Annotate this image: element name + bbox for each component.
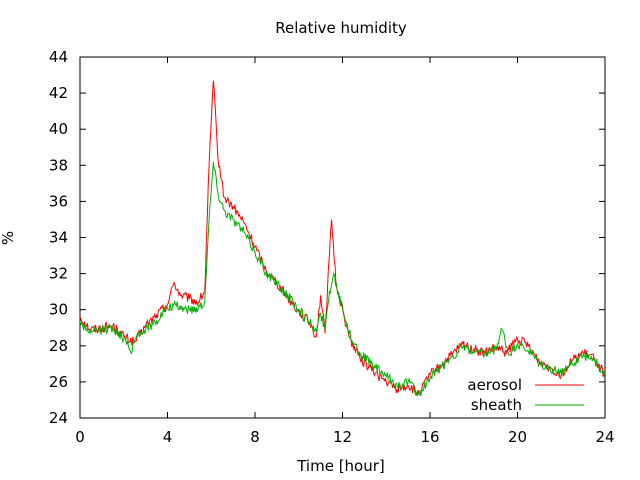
plot-frame <box>79 56 606 419</box>
y-tick-label: 36 <box>49 192 68 210</box>
x-tick-label: 24 <box>595 428 614 446</box>
tick-layer: 0 4 8 12 16 20 24 24 26 28 30 32 34 36 38 40 42 44 <box>49 48 615 446</box>
y-axis-label: % <box>0 231 17 245</box>
y-tick-label: 42 <box>49 84 68 102</box>
series-layer <box>79 80 606 398</box>
x-tick-label: 8 <box>250 428 260 446</box>
legend-label-aerosol: aerosol <box>467 376 522 394</box>
y-tick-label: 28 <box>49 337 68 355</box>
x-tick-label: 20 <box>508 428 527 446</box>
legend: aerosol sheath <box>467 376 584 414</box>
y-tick-label: 34 <box>49 229 68 247</box>
series-line-sheath <box>79 161 606 396</box>
y-tick-label: 24 <box>49 409 68 427</box>
y-tick-label: 32 <box>49 265 68 283</box>
legend-label-sheath: sheath <box>471 396 522 414</box>
x-tick-label: 16 <box>420 428 439 446</box>
y-tick-label: 38 <box>49 156 68 174</box>
x-tick-label: 4 <box>163 428 173 446</box>
x-tick-label: 12 <box>333 428 352 446</box>
chart-title: Relative humidity <box>275 19 407 37</box>
y-tick-label: 26 <box>49 373 68 391</box>
series-line-aerosol <box>79 80 606 398</box>
x-axis-label: Time [hour] <box>296 457 385 475</box>
y-tick-label: 40 <box>49 120 68 138</box>
x-tick-label: 0 <box>75 428 85 446</box>
plot-border <box>79 56 606 419</box>
y-tick-label: 30 <box>49 301 68 319</box>
y-tick-label: 44 <box>49 48 68 66</box>
